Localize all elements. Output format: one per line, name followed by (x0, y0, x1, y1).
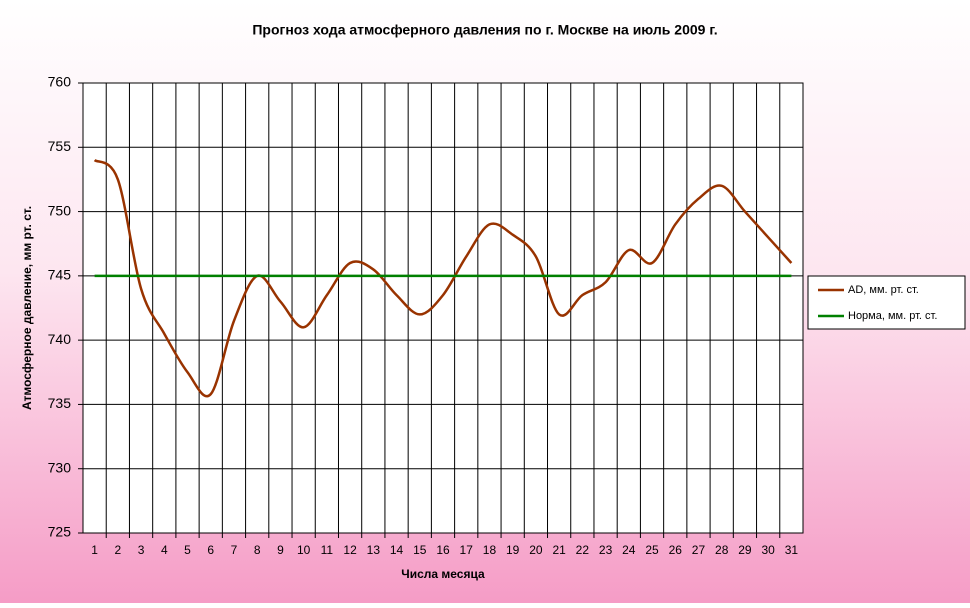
x-tick-label: 6 (207, 543, 214, 557)
x-tick-label: 27 (692, 543, 706, 557)
y-axis-title: Атмосферное давление, мм рт. ст. (20, 206, 34, 410)
x-tick-label: 22 (576, 543, 590, 557)
y-tick-label: 760 (48, 74, 72, 90)
x-tick-label: 31 (785, 543, 799, 557)
legend-label: AD, мм. рт. ст. (848, 284, 919, 296)
x-tick-label: 30 (761, 543, 775, 557)
x-tick-label: 8 (254, 543, 261, 557)
x-tick-label: 16 (436, 543, 450, 557)
x-tick-label: 12 (343, 543, 357, 557)
series-line (93, 159, 793, 398)
x-tick-label: 18 (483, 543, 497, 557)
x-tick-label: 2 (114, 543, 121, 557)
x-tick-label: 5 (184, 543, 191, 557)
y-tick-label: 735 (48, 395, 72, 411)
x-tick-label: 17 (460, 543, 474, 557)
x-tick-label: 25 (645, 543, 659, 557)
y-tick-label: 740 (48, 331, 72, 347)
x-tick-label: 20 (529, 543, 543, 557)
chart-title: Прогноз хода атмосферного давления по г.… (252, 22, 717, 38)
y-tick-label: 750 (48, 202, 72, 218)
x-tick-label: 3 (138, 543, 145, 557)
x-tick-label: 11 (321, 543, 334, 557)
x-tick-label: 10 (297, 543, 311, 557)
x-tick-label: 26 (669, 543, 683, 557)
x-tick-label: 1 (91, 543, 98, 557)
y-tick-label: 725 (48, 524, 72, 540)
x-tick-label: 9 (277, 543, 284, 557)
legend-label: Норма, мм. рт. ст. (848, 310, 937, 322)
x-tick-label: 4 (161, 543, 168, 557)
x-tick-label: 21 (552, 543, 566, 557)
x-tick-label: 23 (599, 543, 613, 557)
x-tick-label: 29 (738, 543, 752, 557)
x-tick-label: 24 (622, 543, 636, 557)
plot-border (82, 82, 804, 534)
x-tick-label: 13 (367, 543, 381, 557)
y-tick-label: 755 (48, 138, 72, 154)
x-tick-label: 14 (390, 543, 404, 557)
x-tick-label: 28 (715, 543, 729, 557)
x-tick-label: 19 (506, 543, 520, 557)
y-tick-label: 730 (48, 459, 72, 475)
x-tick-label: 7 (231, 543, 238, 557)
x-tick-label: 15 (413, 543, 427, 557)
x-axis-title: Числа месяца (401, 567, 485, 581)
legend (807, 275, 966, 330)
plot-area (83, 83, 803, 533)
y-tick-label: 745 (48, 267, 72, 283)
